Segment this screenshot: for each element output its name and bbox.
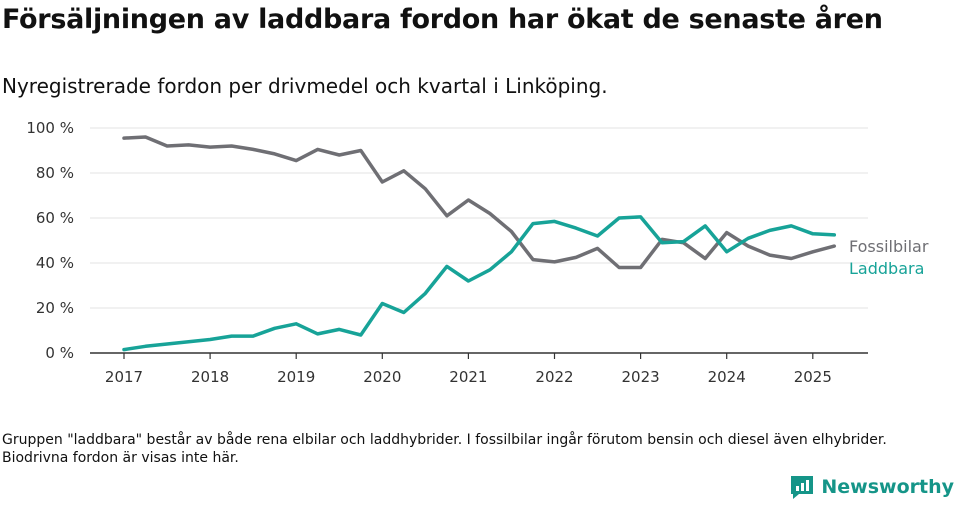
x-tick-label: 2020 bbox=[363, 368, 401, 386]
y-tick-label: 60 % bbox=[36, 209, 74, 227]
series-line-laddbara bbox=[122, 215, 837, 352]
brand-logo: Newsworthy bbox=[789, 474, 954, 500]
y-tick-label: 40 % bbox=[36, 254, 74, 272]
x-tick-label: 2023 bbox=[622, 368, 660, 386]
footnote: Gruppen "laddbara" består av både rena e… bbox=[2, 432, 887, 466]
y-tick-label: 100 % bbox=[26, 119, 74, 137]
x-tick-label: 2024 bbox=[708, 368, 746, 386]
x-tick-label: 2019 bbox=[277, 368, 315, 386]
x-tick-label: 2017 bbox=[105, 368, 143, 386]
line-chart: 0 % 20 % 40 % 60 % 80 % 100 % 2017 2018 2019 202… bbox=[26, 119, 929, 386]
series-labels: Fossilbilar Laddbara bbox=[849, 237, 929, 278]
chart-subtitle: Nyregistrerade fordon per drivmedel och … bbox=[2, 74, 608, 98]
series-label-laddbara: Laddbara bbox=[849, 259, 924, 278]
brand-name: Newsworthy bbox=[821, 476, 954, 498]
x-tick-label: 2018 bbox=[191, 368, 229, 386]
series-line-fossilbilar bbox=[122, 135, 837, 270]
x-axis-ticks: 2017 2018 2019 2020 2021 2022 2023 2024 2025 bbox=[105, 353, 832, 386]
gridlines bbox=[90, 127, 868, 309]
newsworthy-logo-icon bbox=[791, 476, 814, 499]
x-tick-label: 2025 bbox=[794, 368, 832, 386]
x-tick-label: 2021 bbox=[449, 368, 487, 386]
y-tick-label: 80 % bbox=[36, 164, 74, 182]
y-tick-label: 20 % bbox=[36, 299, 74, 317]
y-axis-ticks: 0 % 20 % 40 % 60 % 80 % 100 % bbox=[26, 119, 74, 362]
series-label-fossilbilar: Fossilbilar bbox=[849, 237, 929, 256]
x-tick-label: 2022 bbox=[535, 368, 573, 386]
y-tick-label: 0 % bbox=[45, 344, 74, 362]
series-lines bbox=[122, 135, 837, 352]
chart-title: Försäljningen av laddbara fordon har öka… bbox=[2, 4, 883, 35]
